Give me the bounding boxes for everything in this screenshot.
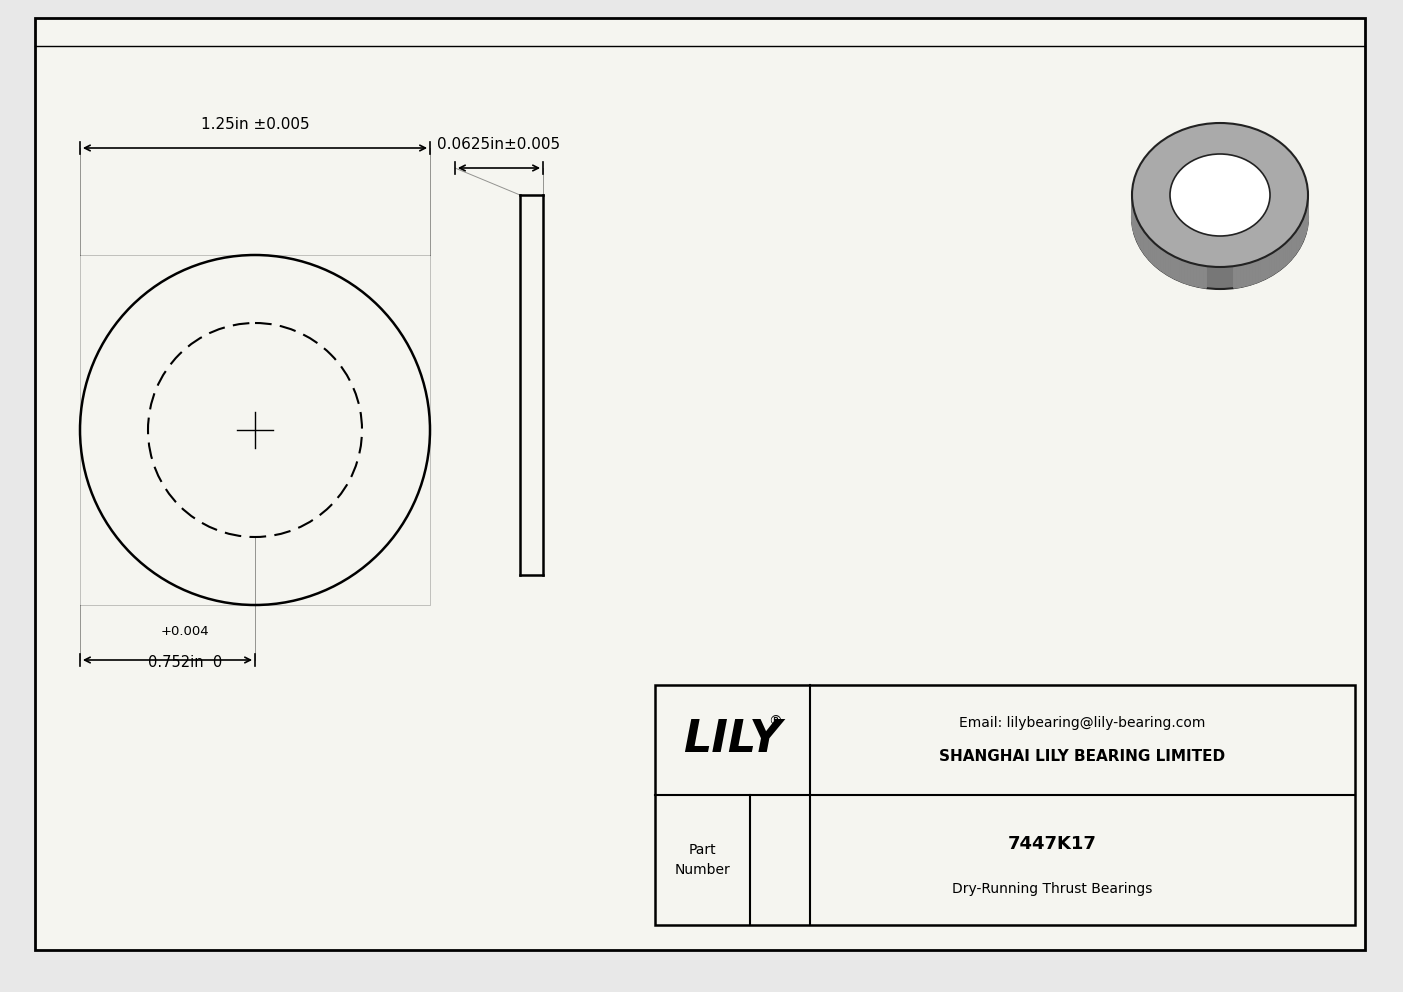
Polygon shape [1166,252,1169,275]
Polygon shape [1288,239,1289,263]
Polygon shape [1143,230,1145,254]
Polygon shape [1148,237,1150,261]
Polygon shape [1197,265,1200,287]
Bar [655,685,1355,925]
Polygon shape [1296,228,1298,252]
Polygon shape [1280,247,1281,270]
Polygon shape [1292,234,1294,259]
Polygon shape [1176,258,1179,281]
Text: 1.25in ±0.005: 1.25in ±0.005 [201,117,309,132]
Polygon shape [1284,243,1287,267]
Polygon shape [1160,248,1163,272]
Polygon shape [1194,264,1197,287]
Polygon shape [1253,261,1256,284]
Text: LILY: LILY [683,718,781,762]
Polygon shape [1246,263,1249,286]
Ellipse shape [1170,154,1270,236]
Polygon shape [1281,245,1284,269]
Polygon shape [1289,237,1292,261]
Polygon shape [1240,265,1243,287]
Polygon shape [1142,228,1143,252]
Polygon shape [1267,255,1270,278]
Ellipse shape [1132,145,1308,289]
Polygon shape [1264,256,1267,280]
Polygon shape [1204,266,1207,288]
Text: 7447K17: 7447K17 [1009,835,1097,853]
Polygon shape [1172,255,1173,278]
Polygon shape [1294,232,1295,257]
Polygon shape [1173,256,1176,280]
Polygon shape [1258,259,1261,282]
Polygon shape [1186,261,1188,284]
Text: 0.752in  0: 0.752in 0 [147,655,222,670]
Polygon shape [1169,253,1172,277]
Polygon shape [1156,245,1159,269]
Polygon shape [1152,241,1155,265]
Text: Email: lilybearing@lily-bearing.com: Email: lilybearing@lily-bearing.com [960,716,1205,730]
Polygon shape [1233,266,1237,288]
Polygon shape [1163,250,1166,274]
Ellipse shape [1132,123,1308,267]
Text: +0.004: +0.004 [161,625,209,638]
Polygon shape [1181,260,1186,283]
Polygon shape [1287,241,1288,265]
Polygon shape [1191,263,1194,286]
Polygon shape [1237,265,1240,288]
Text: Dry-Running Thrust Bearings: Dry-Running Thrust Bearings [953,882,1153,896]
Polygon shape [1295,230,1296,254]
Text: ®: ® [769,715,783,729]
Polygon shape [1277,248,1280,272]
Text: Part
Number: Part Number [675,843,731,877]
Polygon shape [1256,260,1258,283]
Polygon shape [1243,264,1246,287]
Text: SHANGHAI LILY BEARING LIMITED: SHANGHAI LILY BEARING LIMITED [940,749,1226,764]
Polygon shape [1271,252,1274,275]
Polygon shape [1150,239,1152,263]
Polygon shape [1145,232,1146,257]
Polygon shape [1249,262,1253,285]
Polygon shape [1159,247,1160,270]
Polygon shape [1200,265,1204,288]
Polygon shape [1155,243,1156,267]
Polygon shape [1146,234,1148,259]
Polygon shape [1274,250,1277,274]
Polygon shape [1188,262,1191,285]
Ellipse shape [1170,176,1270,258]
Polygon shape [1179,259,1181,282]
Text: 0.0625in±0.005: 0.0625in±0.005 [438,137,561,152]
Polygon shape [1270,253,1271,277]
Polygon shape [1261,258,1264,281]
